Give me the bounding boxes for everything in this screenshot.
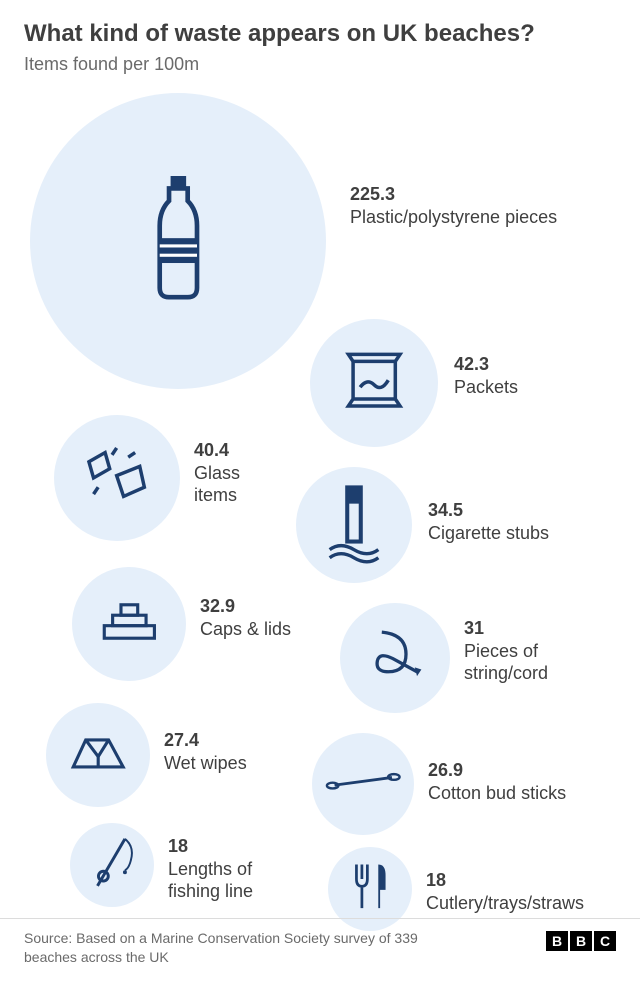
bubble-plastic [30, 93, 326, 389]
value-wipes: 27.4 [164, 729, 324, 752]
cutlery-icon [347, 859, 393, 919]
label-fishing: 18Lengths of fishing line [168, 835, 328, 903]
bubble-string [340, 603, 450, 713]
name-caps: Caps & lids [200, 618, 360, 641]
name-string: Pieces of string/cord [464, 640, 624, 685]
bubble-fishing [70, 823, 154, 907]
wipe-icon [67, 729, 129, 781]
fishing-icon [87, 833, 137, 897]
label-packets: 42.3Packets [454, 353, 614, 398]
name-glass: Glass items [194, 462, 314, 507]
value-cigarette: 34.5 [428, 499, 608, 522]
bubble-cigarette [296, 467, 412, 583]
name-cigarette: Cigarette stubs [428, 522, 608, 545]
cap-icon [98, 593, 161, 655]
packet-icon [339, 345, 409, 420]
source-text: Source: Based on a Marine Conservation S… [24, 929, 444, 967]
label-glass: 40.4Glass items [194, 439, 314, 507]
name-cutlery: Cutlery/trays/straws [426, 892, 626, 915]
bubble-canvas: 225.3Plastic/polystyrene pieces 42.3Pack… [0, 83, 640, 913]
label-string: 31Pieces of string/cord [464, 617, 624, 685]
value-glass: 40.4 [194, 439, 314, 462]
value-cotton: 26.9 [428, 759, 608, 782]
bubble-wipes [46, 703, 150, 807]
label-caps: 32.9Caps & lids [200, 595, 360, 640]
bbc-logo-letter: C [594, 931, 616, 951]
label-cigarette: 34.5Cigarette stubs [428, 499, 608, 544]
name-cotton: Cotton bud sticks [428, 782, 608, 805]
bottle-icon [131, 176, 226, 305]
value-caps: 32.9 [200, 595, 360, 618]
cigarette-icon [325, 482, 383, 568]
name-wipes: Wet wipes [164, 752, 324, 775]
cotton-icon [325, 766, 402, 802]
bubble-packets [310, 319, 438, 447]
bbc-logo-letter: B [546, 931, 568, 951]
string-icon [362, 625, 428, 691]
value-packets: 42.3 [454, 353, 614, 376]
glass-icon [82, 441, 151, 515]
name-packets: Packets [454, 376, 614, 399]
page-subtitle: Items found per 100m [24, 54, 616, 75]
value-cutlery: 18 [426, 869, 626, 892]
label-cotton: 26.9Cotton bud sticks [428, 759, 608, 804]
bbc-logo-letter: B [570, 931, 592, 951]
footer: Source: Based on a Marine Conservation S… [0, 918, 640, 981]
label-plastic: 225.3Plastic/polystyrene pieces [350, 183, 610, 228]
bubble-caps [72, 567, 186, 681]
page-title: What kind of waste appears on UK beaches… [24, 20, 616, 48]
value-string: 31 [464, 617, 624, 640]
value-fishing: 18 [168, 835, 328, 858]
label-cutlery: 18Cutlery/trays/straws [426, 869, 626, 914]
header: What kind of waste appears on UK beaches… [0, 0, 640, 83]
bbc-logo: B B C [546, 931, 616, 951]
bubble-glass [54, 415, 180, 541]
bubble-cotton [312, 733, 414, 835]
label-wipes: 27.4Wet wipes [164, 729, 324, 774]
value-plastic: 225.3 [350, 183, 610, 206]
name-fishing: Lengths of fishing line [168, 858, 328, 903]
name-plastic: Plastic/polystyrene pieces [350, 206, 610, 229]
